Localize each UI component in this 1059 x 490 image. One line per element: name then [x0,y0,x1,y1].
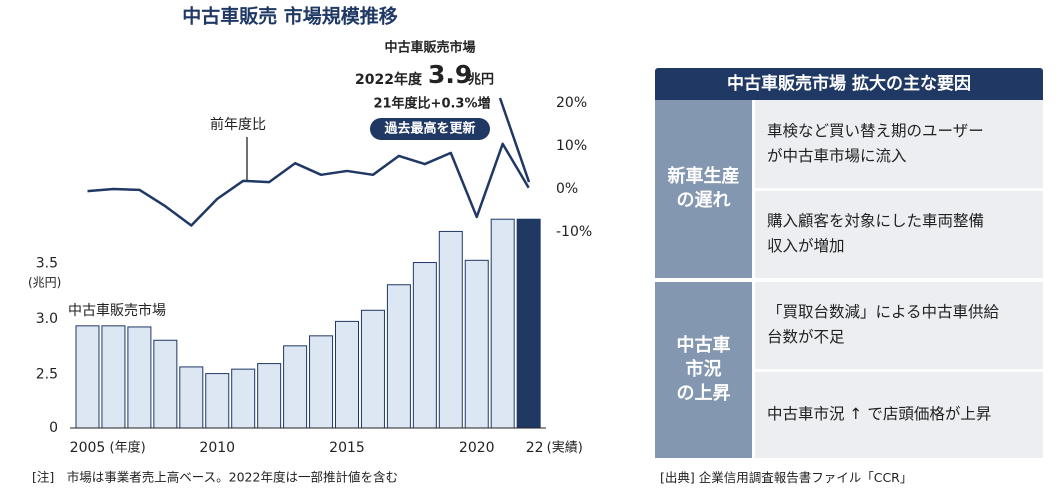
label-line: 市況 [685,359,722,380]
y-tick-label: 0 [49,420,58,436]
factor: 購入顧客を対象にした車両整備 収入が増加 [755,190,1043,278]
table-title: 中古車販売市場 拡大の主な要因 [655,68,1043,100]
callout-value: 3.9 [428,60,472,89]
items: 車検など買い替え期のユーザー が中古車市場に流入 購入顧客を対象にした車両整備 収入が… [752,100,1043,278]
factor-table: 中古車販売市場 拡大の主な要因 新車生産 の遅れ 車検など買い替え期のユーザー が中古… [655,68,1043,462]
callout-unit: 兆円 [468,72,494,88]
bar [257,363,282,429]
bar [205,373,230,429]
bar [438,230,463,429]
bar [309,335,334,429]
y2-tick-label: 0% [556,181,578,197]
bar [179,366,204,429]
callout-pointer [498,97,531,183]
bar [153,339,178,429]
note: [注] 市場は事業者売上高ベース。2022年度は一部推計値を含む [32,470,398,485]
factor: 「買取台数減」による中古車供給 台数が不足 [755,282,1043,372]
factor: 中古車市況 ↑ で店頭価格が上昇 [755,371,1043,458]
factor-line: 台数が不足 [767,328,845,347]
x-tick-label: 2005 [70,440,106,456]
bar [516,218,541,429]
x-tick-label: 22 [526,440,544,456]
y-tick-label: 3.5 [36,256,58,272]
series-label: 前年度比 [210,116,266,133]
chart-title: 中古車販売 市場規模推移 [182,5,398,28]
factor-line: 購入顧客を対象にした車両整備 [767,212,985,231]
badge-text: 過去最高を更新 [383,121,475,137]
factor-line: 「買取台数減」による中古車供給 [767,303,1000,322]
callout-change: 21年度比+0.3%増 [373,96,490,112]
badge [370,118,490,140]
x-tick-label: 2015 [329,440,365,456]
callout-title: 中古車販売市場 [384,40,475,56]
y-tick-label: 2.5 [36,367,58,383]
y-tick-label: 3.0 [36,311,58,327]
bar [386,284,411,429]
callout-year: 2022年度 [355,71,423,88]
bar [231,368,256,429]
y2-tick-label: -10% [556,224,592,240]
y2-tick-label: 10% [556,138,587,154]
bar [101,325,126,429]
bar [412,262,437,429]
x-tick-label: 2020 [459,440,495,456]
label-line: の上昇 [676,383,731,404]
x-annotation: (年度) [110,440,146,456]
factor: 車検など買い替え期のユーザー が中古車市場に流入 [755,100,1043,191]
bar [360,309,385,429]
factor-line: 車検など買い替え期のユーザー [767,121,984,140]
section-label: 新車生産 の遅れ [655,100,752,278]
section-label: 中古車 市況 の上昇 [655,282,752,458]
factor-line: 収入が増加 [767,237,845,256]
x-tick-label: 2010 [199,440,235,456]
label-line: 中古車 [676,335,731,356]
bar [75,325,100,429]
bar [335,320,359,429]
section: 中古車 市況 の上昇 「買取台数減」による中古車供給 台数が不足 中古車市況 ↑ で店頭価… [655,282,1043,458]
bar [490,218,515,429]
chart: 中古車販売 市場規模推移 (兆円) 中古車販売市場 前年度比 中古車販売市場 2… [28,5,592,485]
bar [464,259,489,429]
x-annotation: (実績) [547,440,583,456]
line [87,142,530,227]
bar [283,345,308,429]
label-line: の遅れ [676,190,731,211]
label-line: 新車生産 [667,166,740,187]
y2-tick-label: 20% [556,95,587,111]
section: 新車生産 の遅れ 車検など買い替え期のユーザー が中古車市場に流入 購入顧客を対象にした… [655,100,1043,278]
factor-line: が中古車市場に流入 [767,146,907,165]
y-unit: (兆円) [28,276,61,290]
source: [出典] 企業信用調査報告書ファイル「CCR」 [660,470,913,485]
items: 「買取台数減」による中古車供給 台数が不足中古車市況 ↑ で店頭価格が上昇 [752,282,1043,458]
factor-line: 中古車市況 ↑ で店頭価格が上昇 [767,405,992,424]
series-label: 中古車販売市場 [68,302,166,319]
bar [127,326,152,429]
